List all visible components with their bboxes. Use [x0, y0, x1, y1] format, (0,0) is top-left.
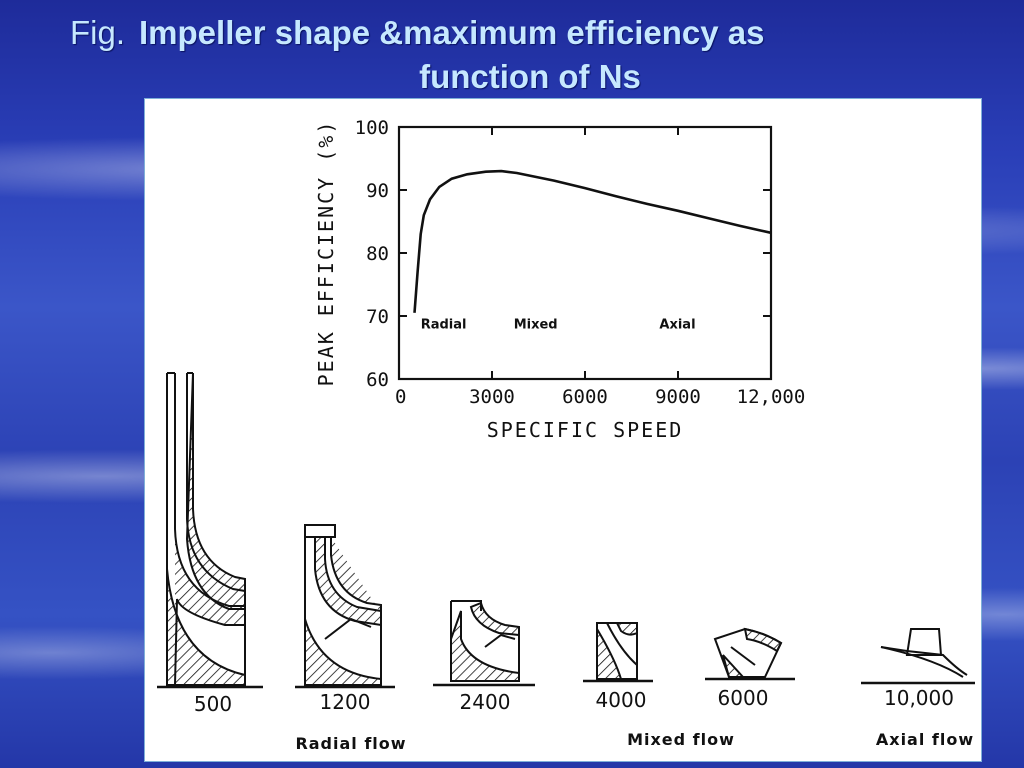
flow-label-radial: Radial flow [295, 734, 406, 753]
x-axis-title: SPECIFIC SPEED [487, 418, 684, 442]
region-labels: Radial Mixed Axial [421, 318, 696, 333]
impeller-shapes [157, 372, 975, 689]
impeller-4000 [583, 622, 653, 683]
plot-frame [397, 125, 773, 381]
flow-label-mixed: Mixed flow [627, 730, 735, 749]
ns-label-2400: 2400 [460, 690, 511, 714]
figure-svg: 60 70 80 90 100 0 3000 6000 9000 12,000 Radial Mi… [157, 117, 975, 753]
region-label-radial: Radial [421, 318, 467, 333]
x-ticks: 0 3000 6000 9000 12,000 [395, 127, 805, 408]
slide-title-line1: Fig. Impeller shape &maximum efficiency a… [70, 14, 764, 52]
ns-label-6000: 6000 [718, 686, 769, 710]
slide-title-line2: function of Ns [419, 58, 641, 95]
y-axis-title: PEAK EFFICIENCY (%) [314, 120, 338, 387]
ns-label-4000: 4000 [596, 688, 647, 712]
x-tick-label: 12,000 [737, 386, 806, 408]
flow-label-axial: Axial flow [876, 730, 974, 749]
impeller-10000 [861, 628, 975, 685]
ns-labels: 500 1200 2400 4000 6000 10,000 [194, 686, 954, 716]
impeller-6000 [705, 627, 795, 681]
y-tick-label: 60 [366, 369, 389, 391]
y-ticks: 60 70 80 90 100 [355, 117, 771, 391]
ns-label-500: 500 [194, 692, 232, 716]
impeller-500 [157, 372, 263, 689]
y-tick-label: 100 [355, 117, 389, 139]
flow-labels: Radial flow Mixed flow Axial flow [295, 730, 974, 753]
x-tick-label: 9000 [655, 386, 701, 408]
ns-label-1200: 1200 [320, 690, 371, 714]
title-prefix: Fig. [70, 14, 126, 51]
impeller-2400 [433, 600, 535, 687]
ns-label-10000: 10,000 [884, 686, 954, 710]
figure-panel: 60 70 80 90 100 0 3000 6000 9000 12,000 Radial Mi… [144, 98, 982, 762]
region-label-axial: Axial [659, 318, 695, 333]
y-tick-label: 90 [366, 180, 389, 202]
efficiency-chart: 60 70 80 90 100 0 3000 6000 9000 12,000 Radial Mi… [314, 117, 805, 442]
y-tick-label: 80 [366, 243, 389, 265]
impeller-1200 [295, 524, 395, 689]
efficiency-curve [413, 169, 772, 313]
title-main: Impeller shape &maximum efficiency as [139, 14, 765, 51]
x-tick-label: 6000 [562, 386, 608, 408]
x-tick-label: 0 [395, 386, 406, 408]
y-tick-label: 70 [366, 306, 389, 328]
region-label-mixed: Mixed [514, 318, 558, 333]
x-tick-label: 3000 [469, 386, 515, 408]
